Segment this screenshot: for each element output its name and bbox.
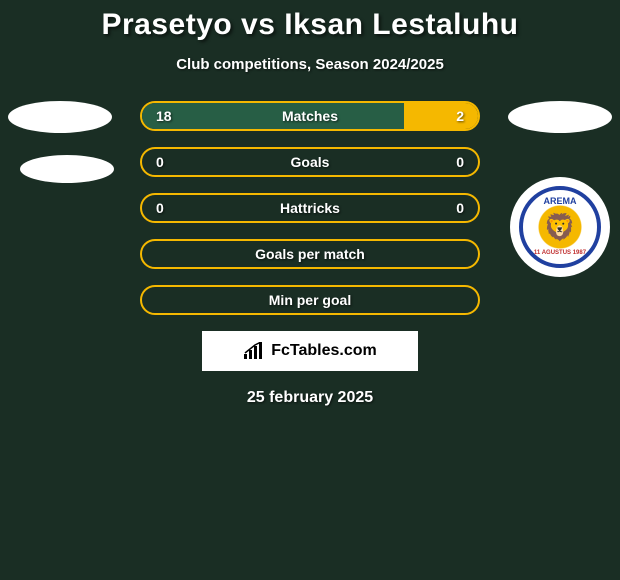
club-logo-arema: AREMA 🦁 11 AGUSTUS 1987: [510, 177, 610, 277]
stat-row-hattricks: 0 Hattricks 0: [140, 193, 480, 223]
stat-value-right: 2: [456, 108, 464, 124]
stat-row-min-per-goal: Min per goal: [140, 285, 480, 315]
stat-bars: 18 Matches 2 0 Goals 0 0 Hattricks 0 Goa…: [140, 101, 480, 315]
stats-area: AREMA 🦁 11 AGUSTUS 1987 18 Matches 2 0 G…: [0, 101, 620, 407]
stat-row-matches: 18 Matches 2: [140, 101, 480, 131]
lion-icon: 🦁: [544, 212, 576, 243]
player-avatar-placeholder: [8, 101, 112, 133]
stat-row-goals: 0 Goals 0: [140, 147, 480, 177]
infographic-root: Prasetyo vs Iksan Lestaluhu Club competi…: [0, 0, 620, 407]
stat-label: Min per goal: [142, 292, 478, 308]
club-logo-name: AREMA: [544, 196, 577, 206]
club-logo-inner: AREMA 🦁 11 AGUSTUS 1987: [519, 186, 601, 268]
stat-row-goals-per-match: Goals per match: [140, 239, 480, 269]
player-avatar-placeholder: [508, 101, 612, 133]
left-player-avatars: [8, 101, 114, 205]
brand-box: FcTables.com: [202, 331, 418, 371]
club-avatar-placeholder: [20, 155, 114, 183]
page-subtitle: Club competitions, Season 2024/2025: [0, 56, 620, 73]
brand-text: FcTables.com: [271, 342, 377, 360]
stat-label: Matches: [142, 108, 478, 124]
stat-label: Goals: [142, 154, 478, 170]
footer-date: 25 february 2025: [0, 389, 620, 407]
stat-label: Hattricks: [142, 200, 478, 216]
chart-icon: [243, 342, 265, 360]
stat-value-right: 0: [456, 154, 464, 170]
club-logo-subtext: 11 AGUSTUS 1987: [534, 250, 586, 256]
stat-value-right: 0: [456, 200, 464, 216]
page-title: Prasetyo vs Iksan Lestaluhu: [0, 8, 620, 42]
right-player-avatars: AREMA 🦁 11 AGUSTUS 1987: [508, 101, 612, 277]
stat-label: Goals per match: [142, 246, 478, 262]
